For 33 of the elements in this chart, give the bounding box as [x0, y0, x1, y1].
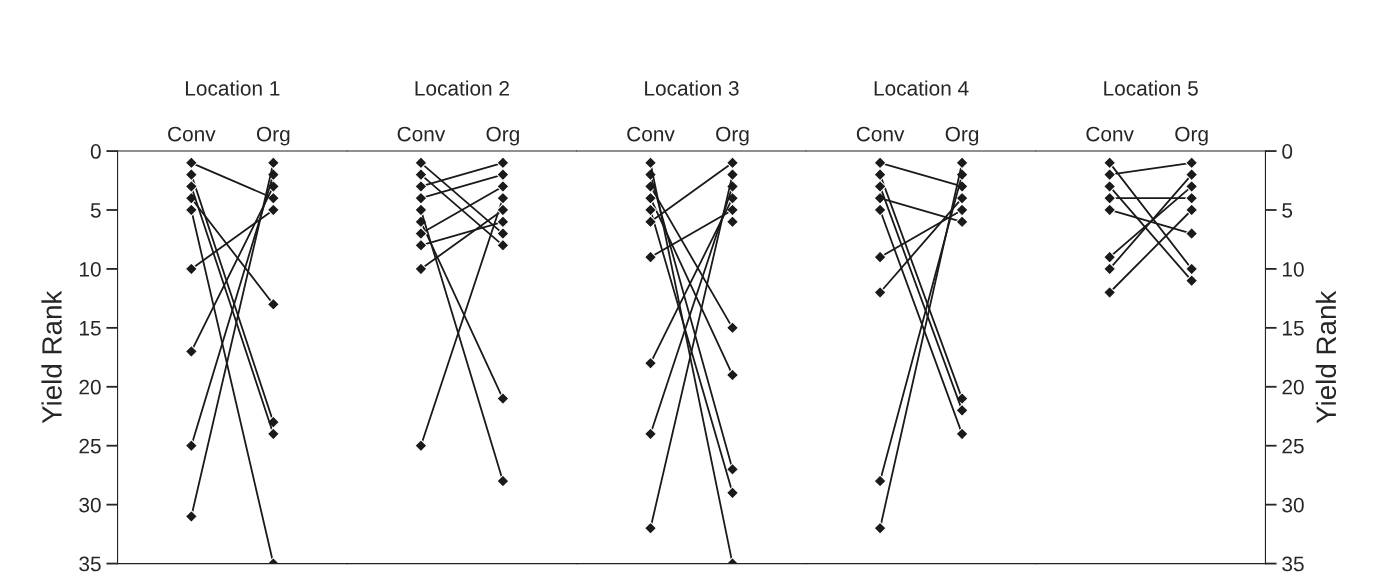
x-tick-label: Org [1175, 126, 1208, 146]
y-tick-label: 30 [79, 497, 101, 513]
x-tick-label: Conv [168, 126, 216, 142]
x-tick-label: Conv [856, 126, 905, 142]
x-tick-label: Org [486, 126, 519, 146]
y-tick-label: 0 [90, 144, 101, 159]
x-tick-label: Org [716, 126, 749, 146]
y2-tick-label: 25 [1282, 438, 1304, 454]
y2-axis-title: Yield Rank [1315, 290, 1337, 424]
chart-title: Location 3 [645, 80, 739, 96]
x-tick-label: Conv [397, 126, 446, 142]
x-tick-label: Org [256, 126, 290, 146]
chart-title: Location 5 [1104, 80, 1198, 96]
y-tick-label: 15 [80, 321, 101, 336]
chart-title: Location 2 [415, 80, 509, 96]
chart-title: Location 4 [874, 80, 969, 96]
y-axis-title: Yield Rank [41, 290, 62, 424]
y2-tick-label: 5 [1282, 203, 1293, 218]
y-tick-label: 20 [79, 379, 101, 395]
chart-title: Location 1 [185, 80, 280, 96]
y2-tick-label: 20 [1282, 379, 1304, 395]
y-tick-label: 5 [90, 203, 101, 218]
y2-tick-label: 35 [1282, 556, 1304, 572]
x-tick-label: Conv [627, 126, 675, 142]
y2-tick-label: 15 [1283, 321, 1304, 336]
y-tick-label: 10 [80, 261, 101, 277]
y2-tick-label: 30 [1282, 497, 1304, 513]
y-tick-label: 35 [79, 556, 101, 572]
y-tick-label: 25 [79, 438, 101, 454]
y2-tick-label: 0 [1282, 144, 1293, 159]
x-tick-label: Org [945, 126, 979, 146]
x-tick-label: Conv [1086, 126, 1134, 142]
y2-tick-label: 10 [1283, 261, 1304, 277]
